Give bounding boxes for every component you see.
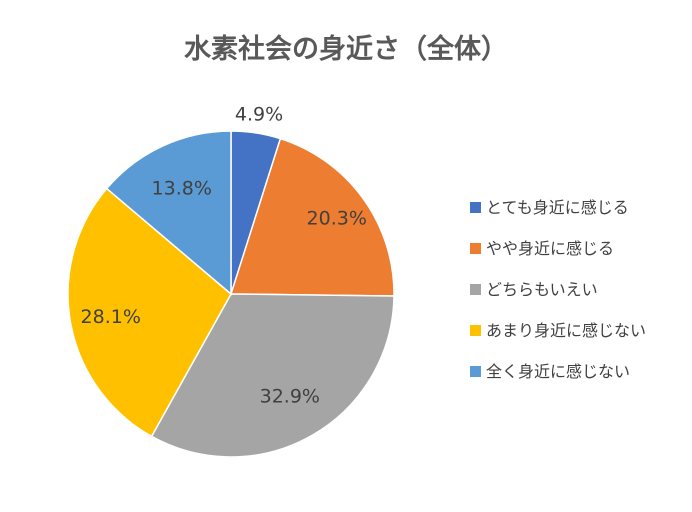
legend-swatch xyxy=(470,243,481,254)
legend-swatch xyxy=(470,366,481,377)
legend-label: あまり身近に感じない xyxy=(486,321,646,340)
legend-label: とても身近に感じる xyxy=(486,198,629,217)
legend-swatch xyxy=(470,284,481,295)
pie-slices xyxy=(67,130,395,458)
pie-slice xyxy=(229,137,395,297)
legend-swatch xyxy=(470,325,481,336)
pie-slice xyxy=(105,130,232,296)
data-label: 13.8% xyxy=(152,178,212,200)
data-labels: 4.9% 20.3% 32.9% 28.1% 13.8% xyxy=(81,104,367,408)
legend-label: どちらもいえい xyxy=(486,280,598,299)
legend: とても身近に感じるやや身近に感じるどちらもいえいあまり身近に感じない全く身近に感… xyxy=(470,198,646,381)
data-label: 20.3% xyxy=(307,208,367,230)
pie-slice xyxy=(67,187,232,438)
chart-title: 水素社会の身近さ（全体） xyxy=(184,33,508,65)
legend-label: 全く身近に感じない xyxy=(486,362,630,381)
legend-swatch xyxy=(470,202,481,213)
data-label: 4.9% xyxy=(235,104,283,126)
pie-slice xyxy=(150,293,395,458)
legend-label: やや身近に感じる xyxy=(486,239,614,258)
data-label: 28.1% xyxy=(81,306,141,328)
data-label: 32.9% xyxy=(260,386,320,408)
